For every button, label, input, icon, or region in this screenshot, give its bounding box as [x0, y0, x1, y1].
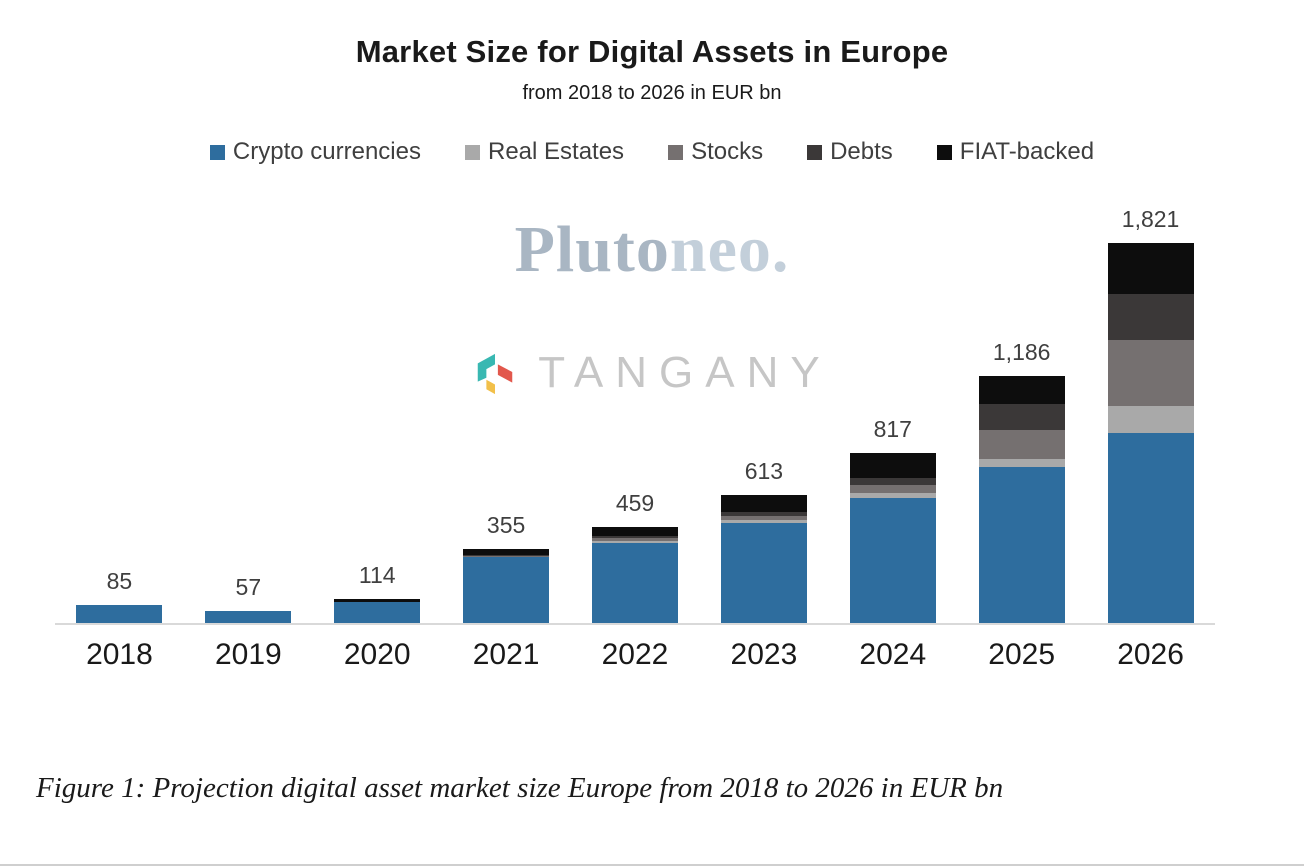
bar-segment-fiat-backed	[1107, 243, 1194, 295]
bar-segment-stocks	[849, 484, 936, 493]
legend-label: Real Estates	[487, 138, 625, 165]
bar-stack-2024	[849, 452, 936, 623]
bar-total-label: 459	[615, 490, 655, 517]
bar-segment-crypto-currencies	[849, 497, 936, 623]
bar-segment-stocks	[978, 429, 1065, 459]
bar-segment-debts	[463, 555, 550, 557]
bar-column-2023: 613	[699, 180, 828, 623]
bottom-divider	[0, 864, 1304, 866]
bar-total-label: 613	[744, 458, 784, 485]
bar-segment-real-estates	[720, 519, 807, 523]
legend-marker-icon	[209, 144, 225, 160]
bar-segment-crypto-currencies	[978, 466, 1065, 623]
legend-item-crypto-currencies: Crypto currencies	[209, 138, 421, 166]
chart-title: Market Size for Digital Assets in Europe	[355, 34, 949, 69]
legend-marker-icon	[668, 144, 684, 160]
bar-total-label: 1,821	[1121, 206, 1180, 233]
bar-segment-crypto-currencies	[720, 522, 807, 623]
bar-segment-debts	[849, 477, 936, 485]
legend: Crypto currencies Real Estates Stocks Debts…	[0, 138, 1304, 166]
bar-segment-stocks	[720, 515, 807, 520]
bar-segment-stocks	[1107, 340, 1194, 406]
legend-marker-icon	[464, 144, 480, 160]
bar-segment-crypto-currencies	[1107, 433, 1194, 623]
bar-segment-fiat-backed	[334, 599, 421, 603]
bar-segment-fiat-backed	[592, 527, 678, 536]
bar-stack-2023	[720, 495, 807, 623]
x-axis-label-2026: 2026	[1117, 638, 1184, 671]
x-axis-label-2021: 2021	[472, 638, 540, 671]
bar-column-2018: 85	[55, 180, 184, 623]
bar-column-2021: 355	[442, 180, 571, 623]
bar-segment-real-estates	[592, 540, 678, 543]
bar-segment-debts	[592, 535, 678, 538]
bar-column-2022: 459	[571, 180, 700, 623]
bar-segment-real-estates	[978, 459, 1065, 467]
bar-segment-fiat-backed	[978, 375, 1065, 404]
bar-total-label: 85	[106, 568, 133, 595]
legend-label: Crypto currencies	[232, 138, 421, 165]
bar-segment-crypto-currencies	[334, 602, 421, 623]
bar-stack-2022	[592, 527, 678, 623]
bar-segment-debts	[978, 403, 1065, 430]
bar-total-label: 817	[873, 415, 912, 442]
legend-item-debts: Debts	[807, 138, 893, 166]
chart-subtitle: from 2018 to 2026 in EUR bn	[522, 82, 782, 104]
legend-item-real-estates: Real Estates	[464, 138, 625, 166]
x-axis-label-2020: 2020	[343, 638, 411, 671]
x-axis-label-2025: 2025	[988, 638, 1056, 671]
x-axis-labels: 2018 2019 2020 2021 2022 2023 2024 2025 2026	[55, 638, 1215, 672]
bar-segment-fiat-backed	[463, 548, 550, 556]
bar-segment-stocks	[463, 556, 550, 557]
legend-marker-icon	[807, 144, 823, 160]
bar-segment-crypto-currencies	[463, 557, 550, 623]
bars: 85 57 114 355 459 613 817 1,186 1,821	[55, 180, 1215, 625]
bar-segment-real-estates	[849, 492, 936, 498]
x-axis-label-2023: 2023	[730, 638, 798, 671]
bar-total-label: 57	[235, 574, 262, 601]
legend-label: Stocks	[691, 138, 764, 165]
x-axis-label-2022: 2022	[601, 638, 669, 671]
bar-segment-crypto-currencies	[592, 542, 678, 623]
legend-item-fiat-backed: FIAT-backed	[936, 138, 1095, 166]
bar-stack-2026	[1107, 243, 1194, 623]
bar-segment-stocks	[592, 537, 678, 541]
legend-label: Debts	[830, 138, 893, 165]
bar-column-2024: 817	[828, 180, 957, 623]
x-axis-label-2018: 2018	[86, 638, 153, 671]
legend-marker-icon	[936, 144, 952, 160]
bar-segment-crypto-currencies	[76, 605, 163, 623]
bar-stack-2020	[334, 599, 421, 623]
bar-column-2025: 1,186	[957, 180, 1086, 623]
bar-stack-2019	[205, 611, 292, 623]
legend-label: FIAT-backed	[959, 138, 1095, 165]
bar-stack-2018	[76, 605, 163, 623]
x-axis-label-2019: 2019	[214, 638, 282, 671]
bar-column-2020: 114	[313, 180, 442, 623]
bar-column-2019: 57	[184, 180, 313, 623]
bar-total-label: 114	[358, 562, 396, 589]
bar-stack-2025	[978, 375, 1065, 623]
bar-total-label: 1,186	[992, 338, 1051, 365]
bar-segment-crypto-currencies	[205, 611, 292, 623]
bar-total-label: 355	[486, 511, 526, 538]
bar-segment-debts	[1107, 294, 1194, 341]
bar-segment-real-estates	[463, 556, 550, 558]
figure-caption: Figure 1: Projection digital asset marke…	[36, 772, 1004, 804]
bar-segment-fiat-backed	[849, 452, 936, 478]
bar-segment-debts	[720, 511, 807, 516]
bar-stack-2021	[463, 548, 550, 623]
bar-column-2026: 1,821	[1086, 180, 1215, 623]
x-axis-label-2024: 2024	[859, 638, 927, 671]
bar-segment-fiat-backed	[720, 495, 807, 512]
legend-item-stocks: Stocks	[668, 138, 763, 166]
bar-segment-real-estates	[1107, 405, 1194, 434]
